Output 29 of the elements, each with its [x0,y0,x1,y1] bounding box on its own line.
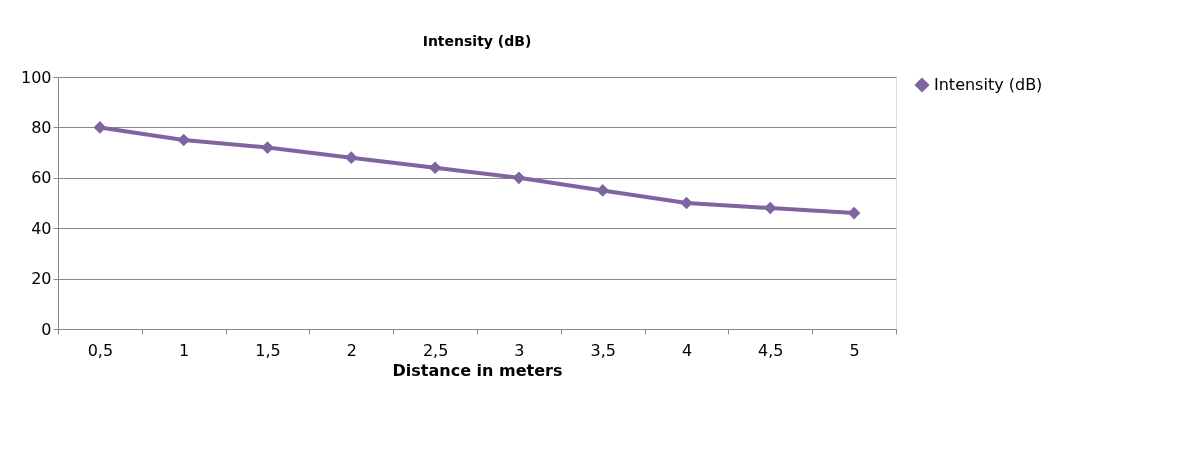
legend-label: Intensity (dB) [934,75,1043,94]
x-tick-label: 1,5 [255,340,281,360]
y-tick-label: 60 [31,168,52,188]
y-tick-label: 40 [31,218,52,238]
point [847,206,861,220]
point [680,196,693,210]
point [261,141,274,154]
chart-title: Intensity (dB) [422,33,532,49]
x-tick-label: 1 [179,340,190,360]
point [428,161,442,175]
x-axis-title: Distance in meters [392,360,563,380]
x-tick-label: 2,5 [422,340,449,360]
point [93,121,107,134]
x-tick-label: 3,5 [590,340,616,360]
point [763,201,777,215]
x-tick-label: 4,5 [758,340,784,360]
point [596,184,610,197]
x-tick-label: 3 [514,340,525,360]
x-tick-label: 2 [346,340,357,360]
x-tick-label: 0,5 [87,340,114,360]
x-tick-label: 5 [849,340,860,360]
y-tick-label: 100 [20,67,52,87]
y-tick-label: 0 [41,319,52,339]
y-tick-label: 80 [31,117,52,137]
x-tick-label: 4 [681,340,693,360]
point [177,133,191,147]
point [512,171,526,185]
point [344,151,358,164]
y-tick-label: 20 [31,269,52,289]
